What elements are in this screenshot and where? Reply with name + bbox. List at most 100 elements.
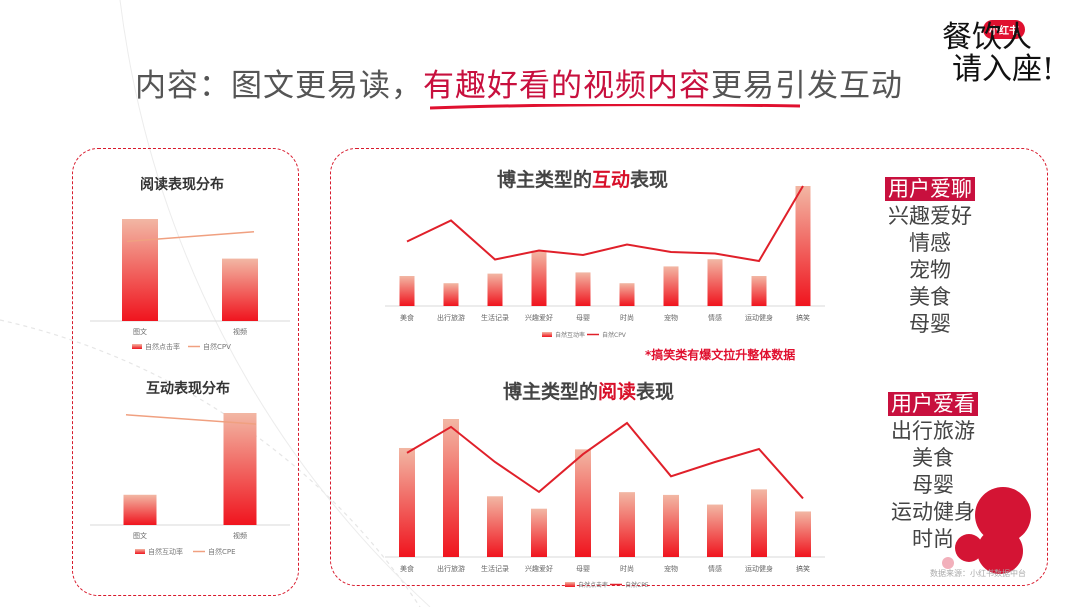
watch-item: 时尚 [912,527,954,551]
chart4-title: 博主类型的阅读表现 [503,377,674,404]
bar [223,413,257,525]
chart3-title-prefix: 博主类型的 [497,169,593,191]
tick-label: 图文 [133,531,147,540]
legend-label: 自然互动率 [148,547,183,556]
tick-label: 情感 [708,564,722,573]
legend-label: 自然CPE [625,581,649,589]
legend-label: 自然CPV [602,331,627,339]
bar [751,489,767,557]
left-panel [72,148,299,596]
tick-label: 搞笑 [796,313,810,322]
tick-label: 运动健身 [745,313,773,322]
bar [487,496,503,557]
tick-label: 兴趣爱好 [525,564,553,573]
legend-label: 自然CPE [208,547,236,556]
tick-label: 生活记录 [481,313,509,322]
tick-label: 宠物 [664,313,678,322]
chart2-title: 互动表现分布 [146,381,230,397]
tick-label: 母婴 [576,314,590,322]
watch-item: 出行旅游 [891,419,975,443]
chat-list: 用户爱聊 兴趣爱好 情感 宠物 美食 母婴 [878,176,982,338]
bar [663,494,679,557]
tick-label: 运动健身 [745,564,773,573]
logo: 餐饮人 请入座! [942,22,1054,86]
bar [531,250,547,306]
tick-label: 图文 [133,327,147,336]
watch-list: 用户爱看 出行旅游 美食 母婴 运动健身 时尚 [878,391,988,553]
bar [443,283,459,306]
chat-item: 情感 [909,231,951,255]
logo-line2: 请入座! [952,52,1055,87]
title-underline [430,104,800,110]
tick-label: 出行旅游 [437,564,465,573]
bar [399,447,415,557]
data-source: 数据来源：小红书数据中台 [930,569,1026,578]
tick-label: 视频 [233,531,247,540]
chart3-title: 博主类型的互动表现 [497,165,668,192]
bar [122,219,158,321]
tick-label: 出行旅游 [437,313,465,322]
chart4-title-suffix: 表现 [636,381,675,403]
logo-line1: 餐饮人 [942,20,1032,55]
bar [443,419,459,557]
bar [707,259,723,306]
tick-label: 宠物 [664,564,678,573]
tick-label: 时尚 [620,313,634,322]
tick-label: 时尚 [620,564,634,573]
legend-label: 自然点击率 [578,581,608,589]
tick-label: 视频 [233,327,247,336]
logo-badge: 小红书 [983,20,1025,39]
page-title-suffix: 更易引发互动 [711,68,903,104]
chat-item: 美食 [909,285,951,309]
chart4-title-highlight: 阅读 [598,381,637,403]
legend-label: 自然CPV [203,342,231,351]
series-line [126,231,255,243]
tick-label: 情感 [708,313,722,322]
right-panel [330,148,1048,586]
bar [531,508,547,557]
bar [707,504,723,557]
bar [795,186,811,306]
page-title: 内容：图文更易读，有趣好看的视频内容更易引发互动 [135,60,903,105]
tick-label: 搞笑 [796,564,810,573]
chat-item: 母婴 [909,312,951,336]
chart1-title: 阅读表现分布 [140,177,224,193]
annotation-note: *搞笑类有爆文拉升整体数据 [645,348,796,362]
bar [619,283,635,306]
watch-item: 美食 [912,446,954,470]
bar [751,276,767,306]
legend-bar-swatch [565,582,575,587]
series-line [125,414,257,425]
legend-bar-swatch [132,344,142,349]
chat-item: 兴趣爱好 [888,204,972,228]
watch-item: 运动健身 [891,500,975,524]
tick-label: 母婴 [576,565,590,573]
watch-tag: 用户爱看 [888,392,978,416]
bar [663,266,679,306]
page-title-prefix: 内容：图文更易读， [135,68,423,104]
series-line [406,421,804,500]
tick-label: 兴趣爱好 [525,313,553,322]
legend-label: 自然点击率 [145,342,180,351]
bar [795,511,811,557]
watch-item: 母婴 [912,473,954,497]
bar [575,449,591,557]
bar [123,494,157,525]
chat-item: 宠物 [909,258,951,282]
chart3-title-highlight: 互动 [592,169,631,191]
page-title-highlight: 有趣好看的视频内容 [423,68,711,104]
bar [222,258,258,321]
tick-label: 生活记录 [481,564,509,573]
legend-bar-swatch [542,332,552,337]
bar [487,273,503,306]
legend-label: 自然互动率 [555,331,585,339]
bar [619,492,635,557]
tick-label: 美食 [400,564,414,573]
bar [399,276,415,306]
series-line [406,185,804,263]
bar [575,272,591,306]
